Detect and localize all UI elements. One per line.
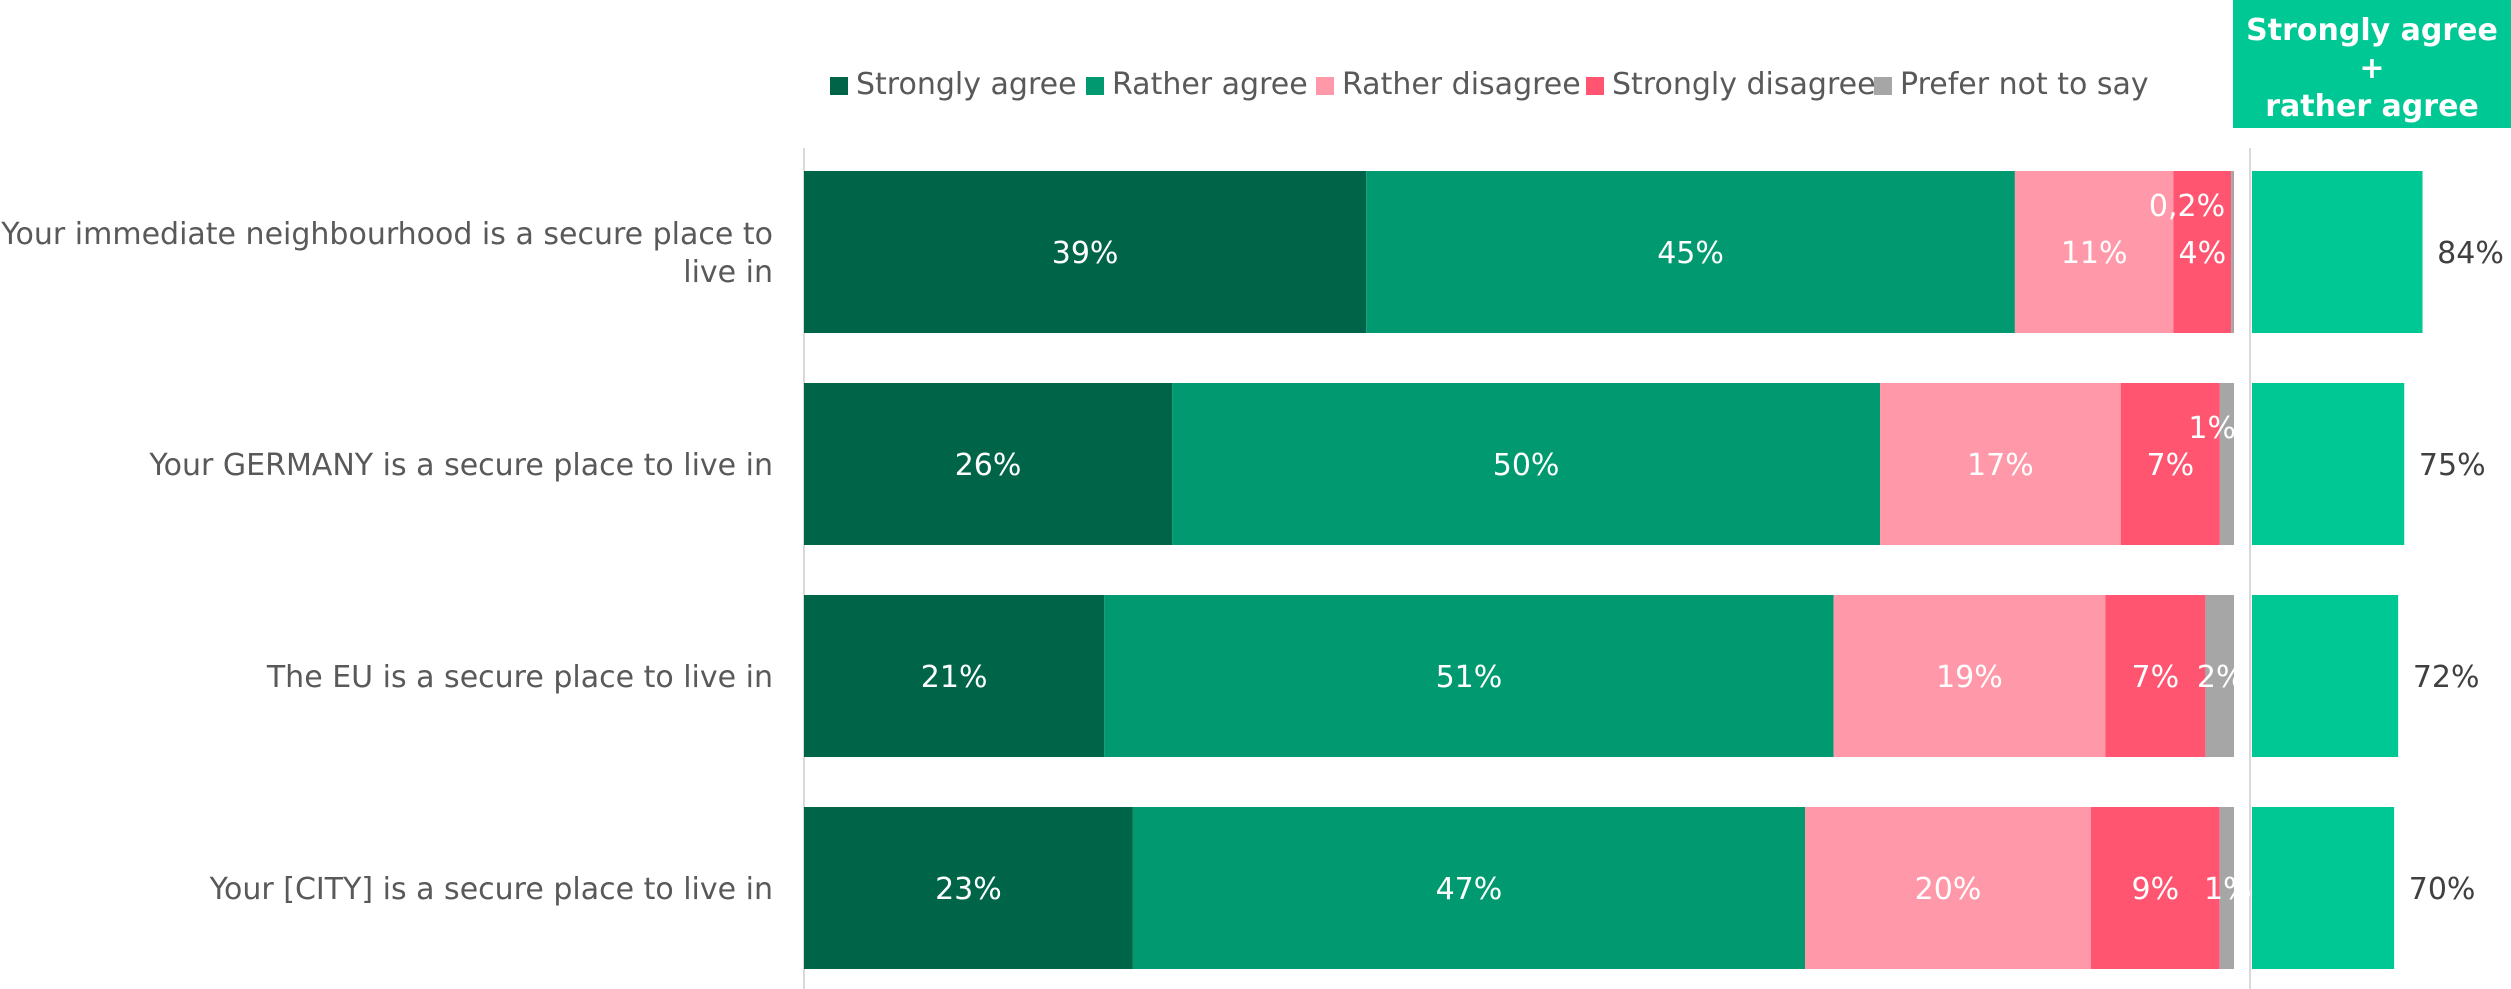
bar-segment-label: 1% [2204,872,2252,907]
bar-segment [1805,807,2091,969]
bar-segment [2205,595,2234,757]
stacked-bars: 39% 45% 11% 4%0,2%26% 50% 17% 7%1%21% 51% 19% 7% 2… [804,171,2252,969]
bar-segment [2231,171,2234,333]
legend-label: Strongly disagree [1612,67,1876,102]
legend-swatch [1316,77,1334,95]
net-bars: 84% 75% 72% 70% [2252,171,2504,969]
bar-segment-label: 17% [1967,448,2034,483]
bar-segment [1880,383,2121,545]
bar-segment [2219,383,2234,545]
legend-label: Rather agree [1112,67,1308,102]
bar-segment-label: 26% [955,448,1022,483]
category-label: Your GERMANY is a secure place to live i… [148,448,773,483]
legend-label: Rather disagree [1342,67,1581,102]
net-bar-label: 84% [2437,236,2504,271]
category-label: live in [683,255,773,290]
net-bar-label: 72% [2413,660,2480,695]
net-bar [2252,595,2399,757]
bar-segment-label: 7% [2132,660,2180,695]
bar-segment-label: 0,2% [2149,189,2225,224]
bar-segment-label: 9% [2132,872,2180,907]
bar-segment-label: 51% [1436,660,1503,695]
bar-segment [2091,807,2220,969]
bar-segment [1833,595,2106,757]
net-bar-label: 75% [2419,448,2486,483]
net-header-text: Strongly agree [2246,13,2498,48]
bar-segment-label: 23% [935,872,1002,907]
bar-segment [804,595,1105,757]
bar-segment-label: 20% [1915,872,1982,907]
bar-segment-label: 11% [2061,236,2128,271]
bar-segment [1366,171,2015,333]
bar-segment [2219,807,2234,969]
legend-swatch [1086,77,1104,95]
bar-segment [1104,595,1834,757]
legend-swatch [1586,77,1604,95]
bar-segment-label: 47% [1436,872,1503,907]
net-bar-label: 70% [2409,872,2476,907]
bar-segment [804,807,1133,969]
bar-segment-label: 39% [1052,236,1119,271]
category-label: Your immediate neighbourhood is a secure… [0,217,773,252]
bar-segment-label: 2% [2197,660,2245,695]
net-bar [2252,807,2395,969]
bar-segment-label: 19% [1936,660,2003,695]
legend-label: Prefer not to say [1900,67,2149,102]
bar-segment [2105,595,2206,757]
net-header-text: rather agree [2265,89,2479,124]
net-header-box [2233,0,2511,128]
net-header-text: + [2359,51,2384,86]
bar-segment-label: 7% [2146,448,2194,483]
bar-segment [804,383,1173,545]
category-label: Your [CITY] is a secure place to live in [209,872,773,907]
bar-segment-label: 45% [1657,236,1724,271]
bar-segment [2014,171,2174,333]
net-bar [2252,383,2405,545]
bar-segment [804,171,1367,333]
bar-segment [1132,807,1805,969]
legend-label: Strongly agree [856,67,1077,102]
category-label: The EU is a secure place to live in [266,660,773,695]
bar-segment-label: 50% [1493,448,1560,483]
bar-segment [2173,171,2232,333]
legend-swatch [830,77,848,95]
legend-swatch [1874,77,1892,95]
bar-segment-label: 1% [2188,411,2236,446]
bar-segment [2120,383,2220,545]
bar-segment-label: 4% [2178,236,2226,271]
category-labels: Your immediate neighbourhood is a secure… [0,217,773,907]
bar-segment [1172,383,1881,545]
net-bar [2252,171,2423,333]
legend: Strongly agree Rather agree Rather disagre… [830,67,2149,102]
net-header: Strongly agree+rather agree [2233,0,2511,128]
bar-segment-label: 21% [921,660,988,695]
